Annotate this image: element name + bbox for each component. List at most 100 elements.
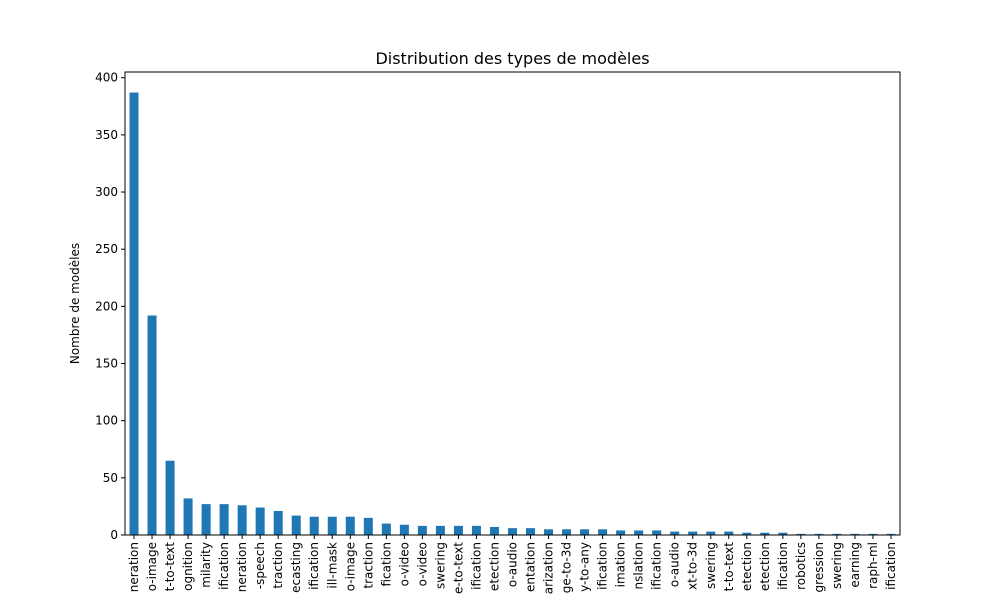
x-tick-label: o-audio xyxy=(668,542,682,587)
y-tick-label: 50 xyxy=(103,471,118,485)
x-tick-label: swering xyxy=(704,542,718,589)
chart-title: Distribution des types de modèles xyxy=(375,49,649,68)
bar xyxy=(219,504,229,535)
x-tick-label: gression xyxy=(812,542,826,592)
y-axis-label: Nombre de modèles xyxy=(68,243,82,364)
x-tick-label: ification xyxy=(469,542,483,590)
bar xyxy=(147,315,157,535)
x-tick-label: e-to-text xyxy=(451,542,465,594)
bar xyxy=(399,524,409,535)
bars-group xyxy=(129,92,896,536)
x-tick-label: t-to-text xyxy=(722,542,736,592)
bar xyxy=(598,529,608,535)
bar xyxy=(706,531,716,535)
plot-frame xyxy=(124,71,901,536)
y-tick-label: 150 xyxy=(95,357,118,371)
bar xyxy=(814,533,824,535)
x-tick-label: traction xyxy=(361,542,375,589)
bar xyxy=(489,526,499,535)
bar xyxy=(363,517,373,535)
bar xyxy=(129,92,139,536)
bar xyxy=(201,504,211,535)
y-tick-label: 0 xyxy=(110,528,118,542)
bar xyxy=(742,532,752,535)
x-tick-label: earning xyxy=(848,542,862,588)
bar xyxy=(417,525,427,535)
x-tick-label: swering xyxy=(830,542,844,589)
y-tick-label: 300 xyxy=(95,185,118,199)
y-tick-label: 250 xyxy=(95,242,118,256)
x-tick-label: ge-to-3d xyxy=(560,542,574,593)
bar xyxy=(345,516,355,535)
x-tick-label: etection xyxy=(758,542,772,591)
x-tick-label: swering xyxy=(433,542,447,589)
bar xyxy=(165,460,175,535)
x-tick-label: milarity xyxy=(199,542,213,588)
x-tick-label: o-video xyxy=(415,542,429,586)
bar xyxy=(255,507,265,535)
bar xyxy=(724,531,734,535)
x-tick-label: xt-to-3d xyxy=(686,542,700,590)
bar xyxy=(778,532,788,535)
x-tick-label: entation xyxy=(524,542,538,592)
x-tick-label: ification xyxy=(596,542,610,590)
x-tick-label: neration xyxy=(127,542,141,592)
bar xyxy=(237,505,247,535)
y-tick-label: 350 xyxy=(95,128,118,142)
y-tick-label: 200 xyxy=(95,299,118,313)
x-tick-label: traction xyxy=(271,542,285,589)
x-tick-label: ification xyxy=(307,542,321,590)
x-tick-label: nslation xyxy=(632,542,646,590)
bar xyxy=(652,530,662,535)
bar xyxy=(291,515,301,535)
x-tick-label: raph-ml xyxy=(866,542,880,589)
bar xyxy=(670,531,680,535)
x-tick-label: ill-mask xyxy=(325,542,339,589)
bar xyxy=(327,516,337,535)
x-tick-label: robotics xyxy=(794,542,808,590)
x-tick-label: ecasting xyxy=(289,542,303,593)
x-tick-label: imation xyxy=(614,542,628,587)
bar xyxy=(868,533,878,535)
x-tick-label: o-image xyxy=(343,542,357,591)
bar xyxy=(580,529,590,535)
bar xyxy=(381,523,391,535)
x-tick-label: ification xyxy=(217,542,231,590)
x-tick-label: fication xyxy=(379,542,393,587)
bar xyxy=(634,530,644,535)
bar xyxy=(453,525,463,535)
bar xyxy=(832,533,842,535)
y-tick-label: 400 xyxy=(95,71,118,85)
bar xyxy=(562,529,572,535)
bar xyxy=(435,525,445,535)
x-tick-label: o-audio xyxy=(506,542,520,587)
bar xyxy=(273,510,283,535)
bar xyxy=(507,528,518,535)
x-tick-label: o-video xyxy=(397,542,411,586)
bar xyxy=(544,529,554,535)
y-axis: 0 50 100 150 200 250 300 350 400 xyxy=(95,71,125,542)
x-tick-label: etection xyxy=(487,542,501,591)
x-tick-label: y-to-any xyxy=(578,542,592,592)
x-tick-label: t-to-text xyxy=(163,542,177,592)
bar xyxy=(688,531,698,535)
x-tick-label: -speech xyxy=(253,542,267,589)
x-tick-label: ognition xyxy=(181,542,195,591)
bar xyxy=(850,533,860,535)
bar xyxy=(526,528,536,535)
bar xyxy=(760,532,770,535)
x-tick-label: ification xyxy=(884,542,898,590)
y-tick-label: 100 xyxy=(95,414,118,428)
x-tick-label: ification xyxy=(776,542,790,590)
bar xyxy=(616,530,626,535)
x-tick-label: arization xyxy=(542,542,556,594)
x-tick-label: ification xyxy=(650,542,664,590)
bar xyxy=(886,533,896,535)
bar xyxy=(471,525,481,535)
x-tick-label: neration xyxy=(235,542,249,592)
bar xyxy=(183,498,193,535)
x-tick-label: etection xyxy=(740,542,754,591)
x-axis: neration o-image t-to-text ognition milarity… xyxy=(127,535,898,594)
